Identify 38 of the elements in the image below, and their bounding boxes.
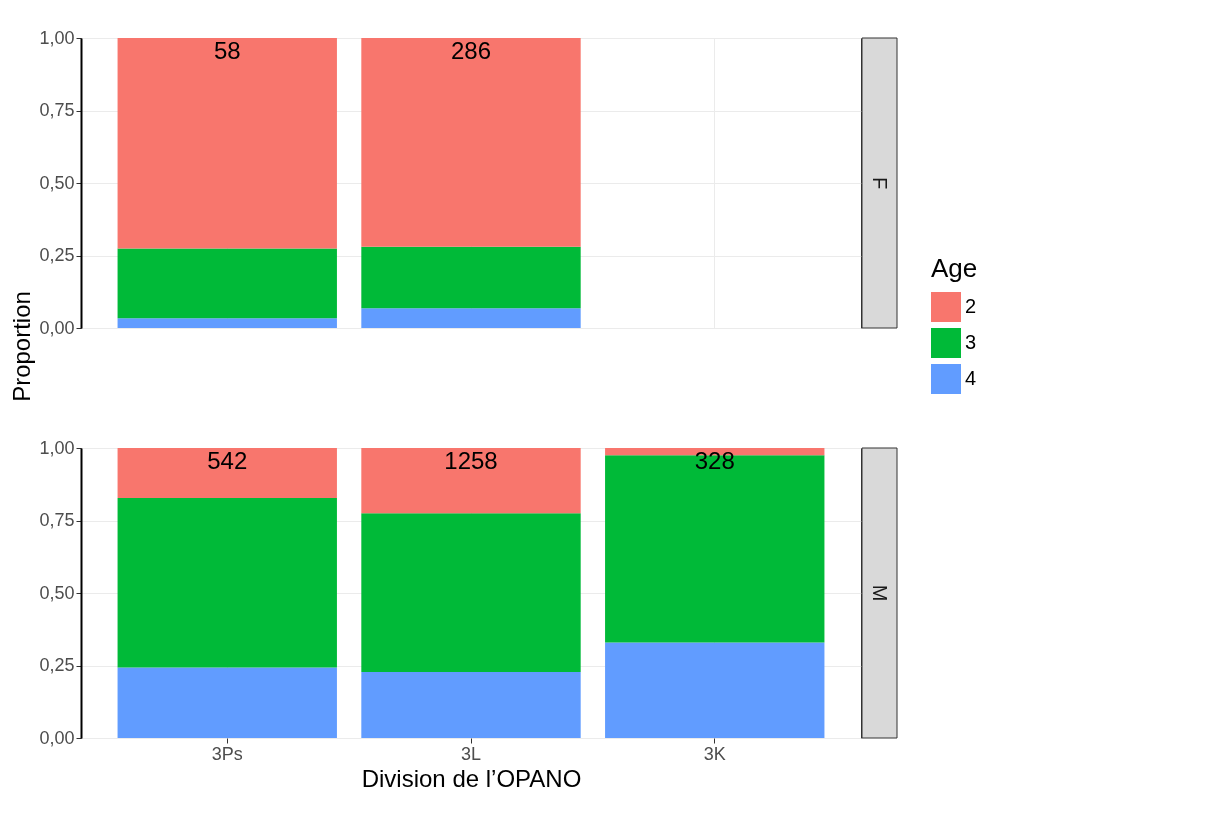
y-tick-label: 0,00: [39, 727, 75, 748]
bar: [117, 667, 337, 738]
y-tick-label: 0,25: [39, 245, 75, 265]
y-tick-label: 1,00: [39, 27, 75, 48]
y-tick-label: 0,25: [39, 655, 75, 675]
y-tick-label: 0,50: [39, 172, 75, 193]
bar: [605, 642, 825, 738]
legend-title: Age: [931, 253, 978, 283]
bar: [117, 497, 337, 668]
bar: [117, 318, 337, 328]
bar: [361, 246, 581, 309]
legend-label: 4: [965, 367, 977, 389]
annotation: 58: [213, 37, 241, 64]
text: F: [869, 176, 891, 190]
bar: [117, 38, 337, 249]
x-axis-title: Division de l’OPANO: [361, 764, 582, 792]
x-tick-label: 3L: [460, 743, 482, 764]
bar: [361, 38, 581, 247]
annotation: 286: [450, 37, 492, 64]
y-tick-label: 0,75: [39, 100, 75, 120]
annotation: 542: [207, 447, 248, 474]
legend-label: 2: [965, 295, 977, 317]
text: M: [869, 584, 891, 602]
bar: [361, 671, 581, 738]
y-tick-label: 0,50: [39, 582, 75, 603]
y-tick-label: 0,00: [39, 317, 75, 338]
x-tick-label: 3Ps: [211, 743, 243, 764]
x-tick-label: 3K: [703, 743, 726, 764]
legend-label: 3: [965, 331, 977, 353]
bar: [361, 308, 581, 328]
y-tick-label: 1,00: [39, 437, 75, 458]
bar: [117, 248, 337, 319]
bar: [117, 448, 337, 498]
annotation: 1258: [444, 447, 498, 474]
bar: [361, 513, 581, 672]
y-tick-label: 0,75: [39, 510, 75, 530]
bar: [361, 448, 581, 514]
y-axis-title: Proportion: [8, 291, 36, 402]
